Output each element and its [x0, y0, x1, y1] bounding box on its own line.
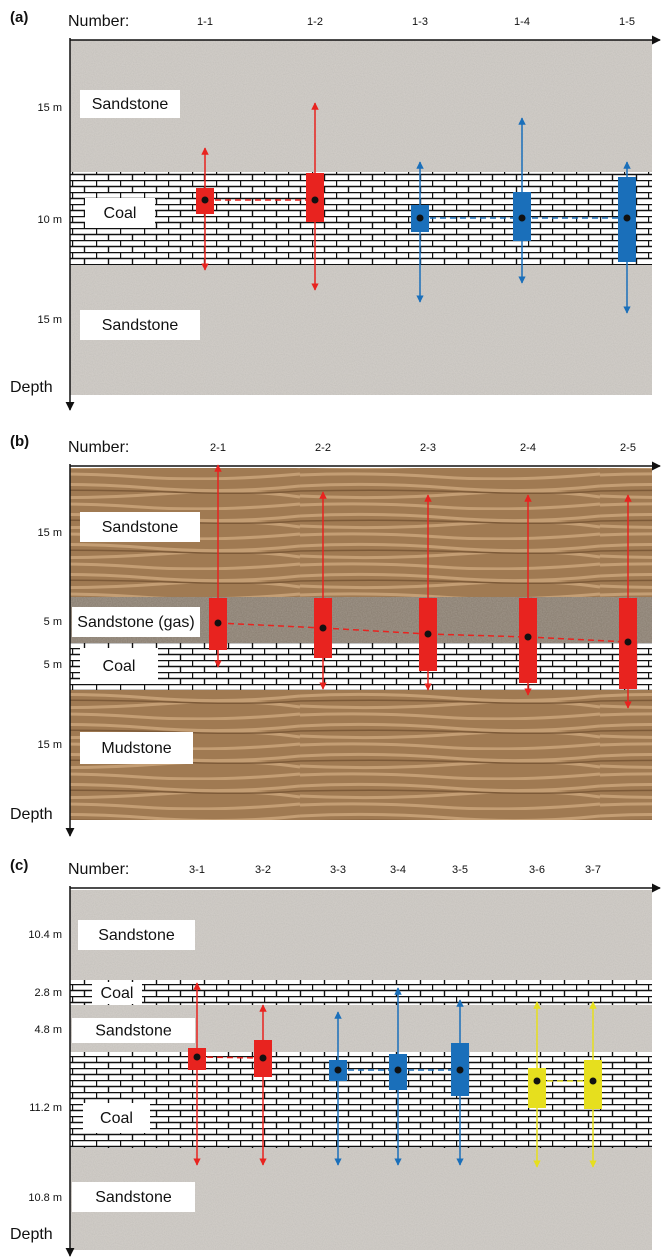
- number: 2-5: [620, 442, 636, 454]
- layer-thickness: 15 m: [38, 527, 62, 539]
- number: 1-3: [412, 16, 428, 28]
- layer-thickness: 11.2 m: [29, 1102, 62, 1114]
- number: 1-2: [307, 16, 323, 28]
- center-dot: [424, 630, 432, 638]
- layer-label-box: [72, 1182, 195, 1212]
- number: 2-3: [420, 442, 436, 454]
- connector: [427, 633, 529, 638]
- number: 3-5: [452, 864, 468, 876]
- layer-thickness: 2.8 m: [34, 987, 62, 999]
- layer-name: Coal: [104, 205, 137, 222]
- layer-label-box: [80, 732, 193, 764]
- layer-thickness: 5 m: [44, 616, 62, 628]
- center-dot: [524, 633, 532, 641]
- depth-label: Depth: [10, 1226, 53, 1243]
- layer-thickness: 15 m: [38, 102, 62, 114]
- layer-name: Sandstone: [98, 927, 175, 944]
- panel: Sandstone 15 m Coal 10 m Sandstone 15 m (a) Num…: [10, 9, 661, 411]
- layer-label-box: [80, 648, 158, 684]
- coal-layer: [70, 643, 652, 690]
- layer-label-box: [92, 982, 142, 1004]
- connector: [196, 1056, 264, 1059]
- number: 1-5: [619, 16, 635, 28]
- number: 2-4: [520, 442, 536, 454]
- center-dot: [518, 214, 526, 222]
- layer-label-box: [83, 1103, 150, 1133]
- depth-label: Depth: [10, 379, 53, 396]
- layer-name: Mudstone: [101, 740, 171, 757]
- layer-thickness: 5 m: [44, 659, 62, 671]
- layer-label-box: [80, 310, 200, 340]
- center-dot: [416, 214, 424, 222]
- layer-name: Coal: [100, 1110, 133, 1127]
- layer-name: Sandstone: [92, 96, 169, 113]
- layer-label-box: [72, 1018, 195, 1043]
- layer-thickness: 4.8 m: [34, 1024, 62, 1036]
- layer-thickness: 10 m: [38, 214, 62, 226]
- number: 2-1: [210, 442, 226, 454]
- layer-name: Coal: [101, 985, 134, 1002]
- panel-label: (a): [10, 9, 28, 26]
- number: 3-1: [189, 864, 205, 876]
- number-label: Number:: [68, 13, 129, 30]
- center-dot: [394, 1066, 402, 1074]
- number: 3-4: [390, 864, 406, 876]
- layer-name: Sandstone: [102, 317, 179, 334]
- center-dot: [201, 196, 209, 204]
- coal-layer: [70, 1052, 652, 1148]
- layer-label-box: [80, 90, 180, 118]
- number: 3-2: [255, 864, 271, 876]
- number: 1-4: [514, 16, 530, 28]
- center-dot: [311, 196, 319, 204]
- connector: [527, 636, 629, 643]
- number-label: Number:: [68, 439, 129, 456]
- center-dot: [193, 1053, 201, 1061]
- center-dot: [533, 1077, 541, 1085]
- panel: Sandstone 15 m Sandstone (gas) 5 m Coal 5 m Mu…: [10, 433, 661, 837]
- layer-name: Sandstone (gas): [77, 614, 194, 631]
- layer-thickness: 10.4 m: [28, 929, 62, 941]
- center-dot: [589, 1077, 597, 1085]
- center-dot: [624, 638, 632, 646]
- center-dot: [259, 1054, 267, 1062]
- number: 3-6: [529, 864, 545, 876]
- layer-label-box: [78, 920, 195, 950]
- center-dot: [319, 624, 327, 632]
- box: [528, 1068, 546, 1108]
- layer-label-box: [85, 198, 155, 228]
- connector: [322, 627, 429, 635]
- number: 2-2: [315, 442, 331, 454]
- number: 3-7: [585, 864, 601, 876]
- layer-name: Sandstone: [95, 1023, 172, 1040]
- number: 3-3: [330, 864, 346, 876]
- panel-label: (b): [10, 433, 29, 450]
- layer-thickness: 10.8 m: [28, 1192, 62, 1204]
- layer-name: Sandstone: [95, 1189, 172, 1206]
- center-dot: [623, 214, 631, 222]
- panel-label: (c): [10, 857, 28, 874]
- layer-name: Coal: [103, 658, 136, 675]
- panel: Sandstone 10.4 m Coal 2.8 m Sandstone 4.8 m Co…: [10, 857, 661, 1257]
- center-dot: [214, 619, 222, 627]
- layer-thickness: 15 m: [38, 739, 62, 751]
- number-label: Number:: [68, 861, 129, 878]
- layer-label-box: [72, 607, 200, 637]
- center-dot: [456, 1066, 464, 1074]
- number: 1-1: [197, 16, 213, 28]
- coal-layer: [70, 980, 652, 1005]
- layer-name: Sandstone: [102, 519, 179, 536]
- center-dot: [334, 1066, 342, 1074]
- layer-label-box: [80, 512, 200, 542]
- depth-label: Depth: [10, 806, 53, 823]
- layer-thickness: 15 m: [38, 314, 62, 326]
- connector: [217, 622, 324, 629]
